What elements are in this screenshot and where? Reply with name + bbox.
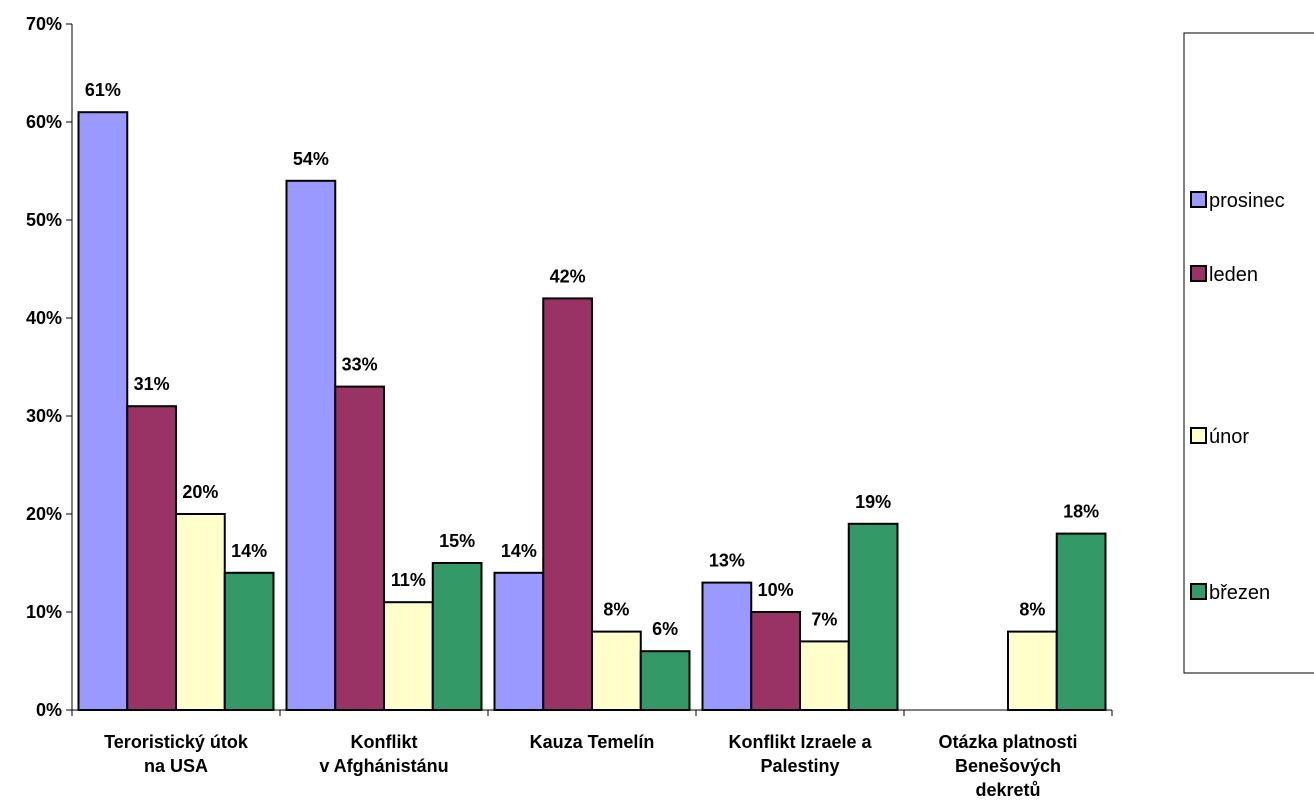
- bar-únor-2: [591, 630, 642, 711]
- y-tick-label: 0%: [36, 700, 62, 720]
- y-tick-label: 40%: [26, 308, 62, 328]
- bar-únor-1: [383, 601, 434, 712]
- legend-swatch-únor: [1190, 427, 1207, 444]
- y-tick-label: 10%: [26, 602, 62, 622]
- legend-label-prosinec: prosinec: [1209, 190, 1285, 212]
- bar-leden-2: [542, 297, 593, 711]
- x-category-label: Konflikt v Afghánistánu: [319, 732, 448, 776]
- bar-březen-2: [639, 650, 691, 712]
- bar-prosinec-1: [285, 179, 337, 712]
- y-tick-label: 30%: [26, 406, 62, 426]
- data-label-březen-3: 19%: [855, 492, 891, 512]
- legend-swatch-leden: [1190, 265, 1207, 282]
- data-label-prosinec-3: 13%: [709, 551, 745, 571]
- bar-březen-0: [223, 571, 275, 711]
- y-tick-label: 70%: [26, 14, 62, 34]
- bar-prosinec-0: [77, 111, 129, 711]
- x-category-label: Teroristický útok na USA: [104, 732, 249, 776]
- y-tick-label: 20%: [26, 504, 62, 524]
- data-label-leden-1: 33%: [342, 355, 378, 375]
- data-label-březen-2: 6%: [652, 619, 678, 639]
- data-label-únor-3: 7%: [811, 609, 837, 629]
- bar-leden-3: [750, 611, 801, 711]
- bar-prosinec-2: [493, 571, 545, 711]
- x-category-label: Kauza Temelín: [530, 732, 655, 752]
- data-label-leden-0: 31%: [134, 374, 170, 394]
- data-label-leden-2: 42%: [550, 266, 586, 286]
- legend-box: [1183, 32, 1314, 674]
- x-category-label: Konflikt Izraele a Palestiny: [728, 732, 872, 776]
- bar-březen-1: [431, 562, 483, 711]
- legend-swatch-březen: [1190, 583, 1207, 600]
- y-tick-label: 60%: [26, 112, 62, 132]
- axes-layer: 0% 10% 20% 30% 40% 50% 60% 70% Teroristický útok…: [26, 14, 1113, 800]
- data-label-únor-2: 8%: [603, 600, 629, 620]
- legend-label-únor: únor: [1209, 426, 1249, 448]
- legend: prosinec leden únor březen: [1183, 32, 1314, 674]
- data-label-prosinec-0: 61%: [85, 80, 121, 100]
- data-label-březen-4: 18%: [1063, 502, 1099, 522]
- data-label-březen-1: 15%: [439, 531, 475, 551]
- data-labels-layer: 61% 54% 14% 13% 31% 33% 42% 10% 20% 11% 8% 7% 8% 14% 1…: [85, 80, 1099, 639]
- bar-březen-4: [1055, 532, 1107, 711]
- data-label-únor-0: 20%: [182, 482, 218, 502]
- data-label-leden-3: 10%: [758, 580, 794, 600]
- bars-layer: [77, 111, 1107, 712]
- x-category-label: Otázka platnosti Benešových dekretů: [938, 732, 1077, 800]
- bar-únor-4: [1007, 630, 1058, 711]
- data-label-březen-0: 14%: [231, 541, 267, 561]
- legend-label-leden: leden: [1209, 264, 1258, 286]
- data-label-prosinec-2: 14%: [501, 541, 537, 561]
- bar-únor-3: [799, 640, 850, 712]
- data-label-únor-4: 8%: [1019, 600, 1045, 620]
- y-tick-label: 50%: [26, 210, 62, 230]
- bar-březen-3: [847, 522, 899, 711]
- legend-label-březen: březen: [1209, 582, 1270, 604]
- data-label-únor-1: 11%: [391, 570, 426, 590]
- bar-leden-1: [334, 385, 385, 711]
- legend-swatch-prosinec: [1190, 191, 1207, 208]
- bar-prosinec-3: [701, 581, 753, 711]
- data-label-prosinec-1: 54%: [293, 149, 329, 169]
- bar-únor-0: [175, 513, 226, 711]
- bar-leden-0: [126, 405, 177, 711]
